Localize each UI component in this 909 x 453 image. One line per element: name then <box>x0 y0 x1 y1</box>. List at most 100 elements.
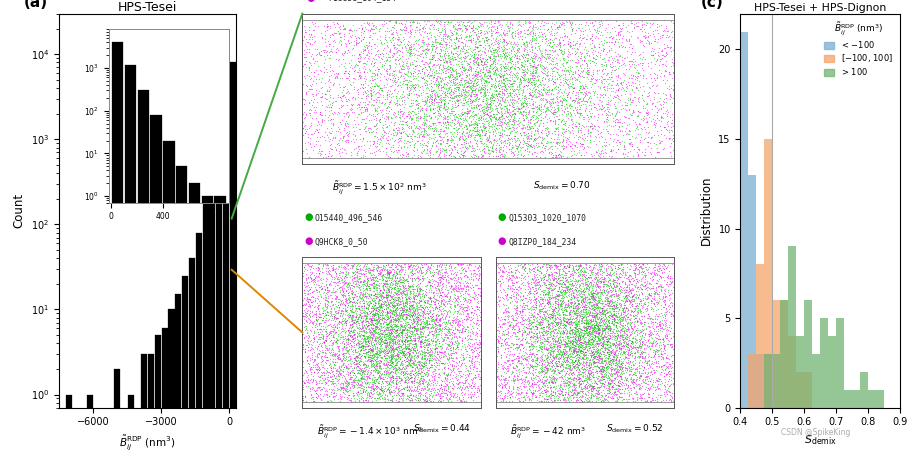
Point <box>464 88 479 95</box>
Point <box>538 108 553 115</box>
Point <box>580 371 594 378</box>
Point <box>569 360 584 367</box>
Point <box>570 126 584 134</box>
Point <box>528 296 543 303</box>
Point <box>412 332 426 339</box>
Point <box>596 376 611 383</box>
Point <box>579 317 594 324</box>
Point <box>515 308 530 315</box>
Point <box>544 57 558 64</box>
Point <box>414 356 428 363</box>
Point <box>324 305 338 313</box>
Point <box>464 369 479 376</box>
Point <box>373 326 387 333</box>
Point <box>360 57 375 64</box>
Point <box>582 383 596 390</box>
Point <box>542 299 556 307</box>
Point <box>535 141 550 149</box>
Point <box>415 319 430 327</box>
Point <box>658 322 673 329</box>
Point <box>555 106 570 113</box>
Point <box>501 83 515 90</box>
Point <box>596 395 611 403</box>
Point <box>345 276 360 283</box>
Point <box>520 49 534 56</box>
Point <box>538 338 553 345</box>
Point <box>334 297 348 304</box>
Point <box>542 342 556 349</box>
Point <box>622 390 636 397</box>
Point <box>562 280 576 287</box>
Point <box>554 374 569 381</box>
Point <box>658 353 673 361</box>
Point <box>393 26 407 33</box>
Point <box>560 53 574 60</box>
Point <box>594 354 609 361</box>
Point <box>386 331 401 338</box>
Point <box>648 318 663 326</box>
Point <box>548 335 563 342</box>
Point <box>553 340 567 347</box>
Point <box>572 43 586 50</box>
Point <box>302 332 316 339</box>
Point <box>586 373 601 381</box>
Point <box>573 109 587 116</box>
Point <box>615 21 630 28</box>
Point <box>539 365 554 372</box>
Point <box>464 78 479 85</box>
Point <box>411 36 425 43</box>
Point <box>333 301 347 308</box>
Point <box>355 48 369 56</box>
Point <box>408 28 423 35</box>
Point <box>612 356 626 363</box>
Point <box>498 381 513 388</box>
Point <box>374 294 388 302</box>
Point <box>357 270 372 278</box>
Point <box>354 325 368 333</box>
Point <box>367 323 382 331</box>
Point <box>384 359 398 366</box>
Point <box>573 61 587 68</box>
Point <box>365 352 380 359</box>
Point <box>546 63 561 71</box>
Point <box>453 135 467 143</box>
Point <box>313 141 327 149</box>
Point <box>439 30 454 38</box>
Point <box>496 127 511 134</box>
Point <box>561 342 575 350</box>
Point <box>579 47 594 54</box>
Point <box>396 110 411 117</box>
Point <box>456 100 471 107</box>
Point <box>366 327 381 334</box>
Point <box>340 108 355 116</box>
Point <box>469 116 484 123</box>
Point <box>388 273 403 280</box>
Point <box>642 40 656 48</box>
Point <box>590 362 604 370</box>
Point <box>584 352 599 359</box>
Point <box>576 295 591 303</box>
Point <box>489 65 504 72</box>
Point <box>359 313 374 321</box>
Point <box>512 140 526 147</box>
Point <box>338 324 353 331</box>
Point <box>338 317 353 324</box>
Point <box>427 64 442 71</box>
Point <box>371 82 385 90</box>
Point <box>644 316 659 323</box>
Point <box>490 116 504 124</box>
Point <box>564 270 578 278</box>
Point <box>372 322 386 329</box>
Point <box>399 277 414 284</box>
Point <box>400 368 415 375</box>
Point <box>616 342 631 349</box>
Point <box>629 340 644 347</box>
Point <box>401 309 415 317</box>
Point <box>410 52 425 59</box>
Point <box>418 288 433 295</box>
Point <box>621 347 635 354</box>
Point <box>382 383 396 390</box>
Point <box>385 265 399 273</box>
Point <box>556 306 571 313</box>
Point <box>588 395 603 402</box>
